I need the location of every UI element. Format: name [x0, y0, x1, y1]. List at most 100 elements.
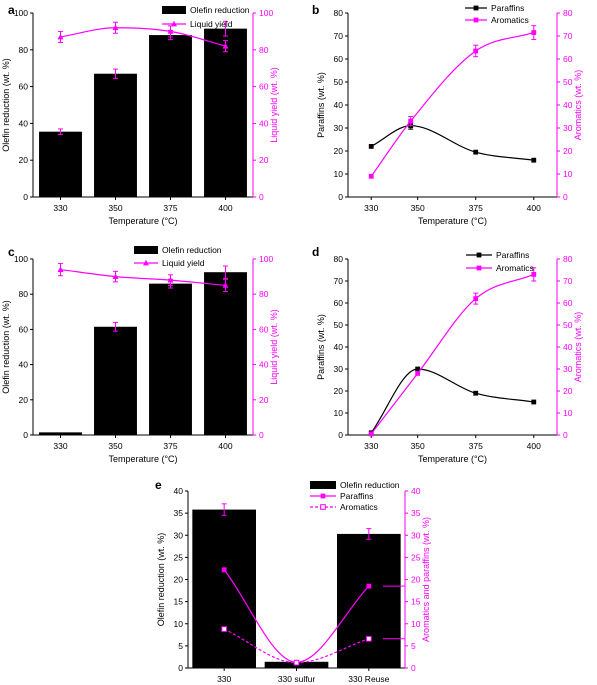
panel-c-right-axis-label: Liquid yield (wt. %)	[269, 309, 279, 385]
panel-b-legend-label: Paraffins	[491, 3, 524, 13]
panel-c-right-tick-label: 100	[259, 254, 273, 264]
panel-a-bar-3	[149, 35, 192, 197]
panel-a-left-tick-label: 20	[19, 155, 29, 165]
panel-c-bar-2	[94, 326, 137, 435]
panel-b-left-tick-label: 40	[334, 100, 344, 110]
panel-b-left-tick-label: 60	[334, 54, 344, 64]
panel-d-series-aromatics-point-3	[473, 296, 479, 301]
panel-d-right-tick-label: 40	[563, 342, 573, 352]
panel-a-x-tick-label: 375	[163, 203, 177, 213]
panel-d-left-tick-label: 70	[334, 276, 344, 286]
panel-d-series-paraffins-point-2	[415, 366, 421, 372]
panel-a-right-axis-label: Liquid yield (wt. %)	[269, 67, 279, 143]
panel-c-right-tick-label: 60	[259, 324, 269, 334]
panel-b-left-tick-label: 0	[338, 192, 343, 202]
panel-b-legend: Paraffins Aromatics	[465, 3, 529, 25]
panel-a-right-tick-label: 20	[259, 155, 269, 165]
panel-c-bar-error-2	[113, 321, 118, 332]
panel-d-legend-label: Paraffins	[496, 250, 529, 260]
panel-e-right-tick-label: 20	[411, 575, 421, 585]
panel-a-bar-error-3	[168, 29, 173, 41]
panel-d-letter: d	[312, 245, 319, 259]
panel-b-series-paraffins-line	[370, 125, 534, 161]
panel-a-series-liquid-yield-point-4	[222, 42, 229, 49]
panel-b-series-paraffins-point-3	[473, 149, 479, 155]
panel-c-left-tick-label: 40	[19, 360, 29, 370]
panel-b-x-axis-label: Temperature (°C)	[418, 216, 487, 226]
panel-a-legend-label: Olefin reduction	[190, 5, 250, 15]
panel-e-x-tick-label: 330 sulfur	[278, 674, 315, 684]
panel-a-bar-1	[39, 131, 82, 197]
panel-b-letter: b	[312, 3, 319, 17]
panel-c-x-tick-label: 375	[163, 441, 177, 451]
panel-a-bar-error-2	[113, 68, 118, 79]
panel-c-legend-marker	[143, 259, 149, 266]
panel-a-left-tick-label: 0	[23, 192, 28, 202]
panel-b-right-tick-label: 20	[563, 146, 573, 156]
panel-b-right-tick-label: 60	[563, 54, 573, 64]
panel-d-series-paraffins-point-3	[473, 390, 479, 396]
panel-a-left-tick-label: 60	[19, 82, 29, 92]
panel-e-right-axis-label: Aromatics and paraffins (wt. %)	[421, 517, 431, 642]
panel-a-left-tick-label: 80	[19, 45, 29, 55]
panel-d-right-tick-label: 30	[563, 364, 573, 374]
panel-e: 0 5 10 15 20 25 30 35 40 0 5 10 15 20 25 30 35 40 330 330 s…	[155, 478, 431, 684]
panel-a-legend-marker	[171, 20, 177, 27]
panel-e-legend-label: Paraffins	[340, 491, 373, 501]
panel-c-series-liquid-yield-point-4	[222, 282, 229, 288]
panel-d-series-aromatics-point-1	[368, 431, 374, 437]
panel-a-x-tick-label: 350	[108, 203, 122, 213]
panel-c-bar-4	[204, 272, 247, 435]
panel-c-left-tick-label: 100	[14, 254, 28, 264]
panel-e-bar-error-1	[221, 503, 227, 516]
panel-b-series-aromatics-point-3	[473, 48, 479, 54]
panel-d-series-aromatics-point-2	[415, 371, 421, 376]
panel-d-right-tick-label: 50	[563, 320, 573, 330]
panel-e-series-paraffins-point-1	[221, 567, 227, 573]
panel-e-legend-swatch-bar	[310, 481, 336, 489]
panel-c-legend-label: Liquid yield	[162, 258, 205, 268]
panel-d-left-tick-label: 50	[334, 320, 344, 330]
panel-b-legend-marker	[473, 5, 479, 11]
panel-d-series-paraffins-line	[370, 368, 534, 434]
panel-c-x-axis-label: Temperature (°C)	[108, 454, 177, 464]
panel-b-right-tick-label: 50	[563, 77, 573, 87]
panel-e-right-tick-label: 10	[411, 619, 421, 629]
panel-a-right-tick-label: 80	[259, 45, 269, 55]
panel-e-legend-label: Olefin reduction	[340, 480, 400, 490]
panel-d-right-tick-label: 20	[563, 386, 573, 396]
panel-b-right-tick-label: 30	[563, 123, 573, 133]
panel-d-x-tick-label: 350	[411, 441, 425, 451]
panel-d-series-paraffins-point-4	[531, 399, 537, 405]
panel-e-series-aromatics-point-1	[221, 626, 227, 632]
panel-a-legend-label: Liquid yield	[190, 19, 233, 29]
panel-b-right-tick-label: 40	[563, 100, 573, 110]
panel-a-x-tick-label: 330	[53, 203, 67, 213]
panel-a-legend-swatch-bar	[162, 6, 186, 14]
panel-b-right-tick-label: 80	[563, 8, 573, 18]
panel-c-series-liquid-yield-line	[60, 268, 226, 286]
panel-e-right-tick-label: 30	[411, 530, 421, 540]
panel-d-right-tick-label: 80	[563, 254, 573, 264]
panel-c-right-tick-label: 40	[259, 360, 269, 370]
panel-e-left-tick-label: 5	[178, 641, 183, 651]
panel-c-legend-swatch-bar	[134, 246, 158, 254]
panel-e-series-aromatics-point-2	[293, 659, 300, 666]
panel-e-left-tick-label: 20	[174, 575, 184, 585]
panel-a-bar-error-1	[58, 128, 63, 135]
panel-d-left-tick-label: 10	[334, 408, 344, 418]
panel-d-right-tick-label: 10	[563, 408, 573, 418]
panel-c: 0 20 40 60 80 100 0 20 40 60 80 100 330 350 375 400 Temp…	[1, 245, 279, 464]
panel-c-bar-1	[39, 432, 82, 435]
panel-c-bar-error-3	[168, 278, 173, 289]
panel-e-right-tick-label: 25	[411, 552, 421, 562]
panel-e-left-tick-label: 15	[174, 597, 184, 607]
panel-b-left-tick-label: 50	[334, 77, 344, 87]
panel-d-x-tick-label: 400	[527, 441, 541, 451]
panel-b-x-tick-label: 350	[411, 203, 425, 213]
panel-b-series-aromatics-line	[370, 31, 534, 177]
panel-a-series-liquid-yield-point-1	[57, 33, 64, 40]
panel-a-x-tick-label: 400	[218, 203, 232, 213]
panel-b-series-aromatics-point-2	[408, 118, 414, 124]
